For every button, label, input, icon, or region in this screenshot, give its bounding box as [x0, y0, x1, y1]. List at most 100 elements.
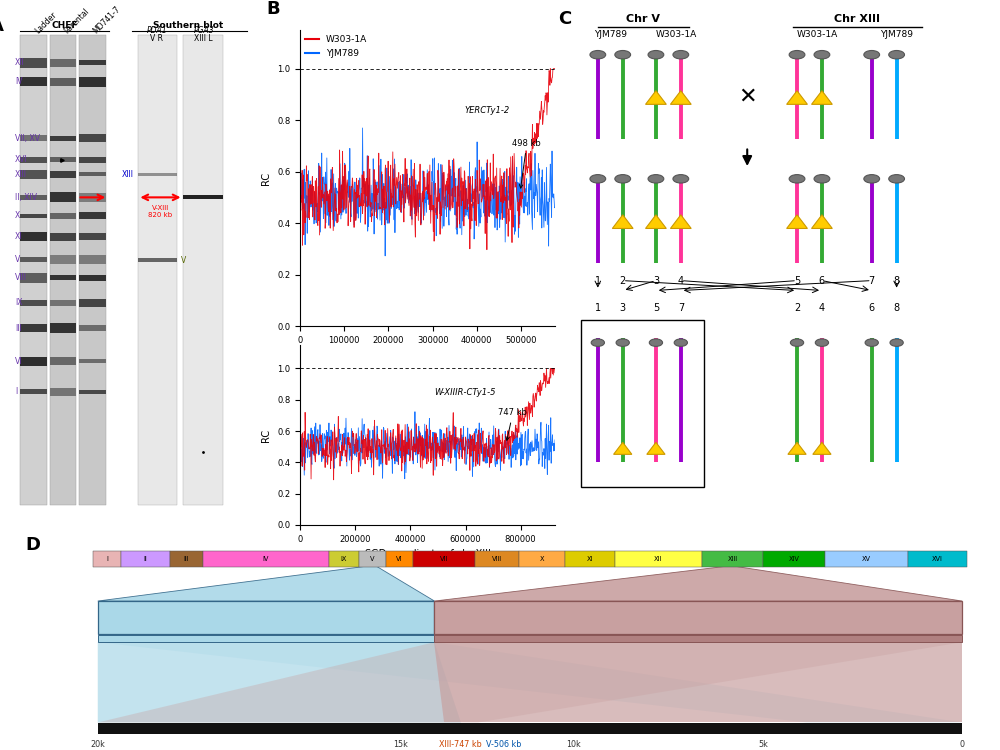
- Text: XI: XI: [15, 232, 23, 241]
- Ellipse shape: [789, 50, 805, 59]
- Bar: [50, 78, 76, 86]
- Bar: [475, 551, 519, 567]
- Bar: [20, 214, 47, 218]
- Bar: [20, 35, 47, 505]
- Text: I: I: [106, 556, 108, 562]
- Text: 2: 2: [620, 276, 626, 286]
- Text: III: III: [15, 323, 22, 332]
- Text: 8: 8: [894, 303, 900, 313]
- Bar: [581, 320, 704, 487]
- Text: B: B: [267, 1, 280, 19]
- Bar: [519, 551, 565, 567]
- Text: 0: 0: [960, 740, 965, 748]
- Text: 1: 1: [595, 276, 601, 286]
- Text: VI: VI: [15, 357, 23, 366]
- Text: MD741-7: MD741-7: [92, 4, 122, 35]
- Bar: [20, 257, 47, 262]
- Text: A: A: [0, 17, 3, 35]
- Bar: [98, 634, 434, 642]
- Bar: [20, 170, 47, 178]
- Bar: [50, 136, 76, 141]
- Bar: [79, 60, 106, 65]
- Bar: [50, 275, 76, 280]
- Ellipse shape: [814, 50, 830, 59]
- Bar: [79, 274, 106, 280]
- Ellipse shape: [789, 175, 805, 183]
- Bar: [183, 35, 223, 505]
- Text: XI: XI: [587, 556, 593, 562]
- Text: IX: IX: [15, 298, 23, 307]
- Text: XVI: XVI: [932, 556, 943, 562]
- Bar: [121, 551, 170, 567]
- Text: XVI: XVI: [15, 155, 28, 164]
- Polygon shape: [670, 91, 691, 104]
- Bar: [20, 77, 47, 86]
- Text: CHEF: CHEF: [52, 21, 78, 30]
- Text: ✕: ✕: [738, 87, 757, 107]
- Text: II, XIV: II, XIV: [15, 193, 37, 202]
- Ellipse shape: [648, 50, 664, 59]
- Text: 5: 5: [794, 276, 800, 286]
- Text: W303-1A: W303-1A: [656, 30, 697, 39]
- Bar: [138, 172, 177, 176]
- Text: C: C: [558, 10, 572, 28]
- Polygon shape: [812, 91, 832, 104]
- Text: I: I: [15, 387, 17, 396]
- Text: 6: 6: [819, 276, 825, 286]
- Bar: [183, 195, 223, 200]
- Text: 3: 3: [653, 276, 659, 286]
- Bar: [825, 551, 908, 567]
- Bar: [763, 551, 825, 567]
- Ellipse shape: [615, 175, 631, 183]
- Polygon shape: [812, 214, 832, 229]
- Text: V: V: [370, 556, 375, 562]
- Text: 5k: 5k: [758, 740, 768, 748]
- Bar: [20, 195, 47, 200]
- Bar: [79, 299, 106, 307]
- Bar: [565, 551, 615, 567]
- Bar: [434, 634, 962, 642]
- Bar: [386, 551, 413, 567]
- Ellipse shape: [673, 50, 689, 59]
- Ellipse shape: [673, 175, 689, 183]
- Ellipse shape: [616, 339, 629, 346]
- Text: Chr V: Chr V: [626, 14, 660, 25]
- Bar: [20, 357, 47, 366]
- Bar: [79, 76, 106, 87]
- X-axis label: SGD coordinate of chr V: SGD coordinate of chr V: [369, 350, 486, 361]
- Legend: W303-1A, YJM789: W303-1A, YJM789: [302, 32, 371, 62]
- Bar: [50, 171, 76, 178]
- Bar: [20, 300, 47, 306]
- Ellipse shape: [814, 175, 830, 183]
- Ellipse shape: [790, 339, 804, 346]
- Polygon shape: [98, 642, 962, 722]
- Bar: [329, 551, 359, 567]
- Ellipse shape: [889, 175, 905, 183]
- Bar: [98, 601, 434, 634]
- Text: 1: 1: [595, 303, 601, 313]
- Text: 4: 4: [819, 303, 825, 313]
- Text: XII: XII: [654, 556, 663, 562]
- Bar: [20, 157, 47, 163]
- Bar: [702, 551, 763, 567]
- Text: PGA3: PGA3: [193, 26, 214, 35]
- Polygon shape: [646, 91, 666, 104]
- Bar: [50, 193, 76, 202]
- Text: W303-1A: W303-1A: [797, 30, 838, 39]
- Bar: [79, 134, 106, 142]
- Text: XIII: XIII: [15, 170, 27, 178]
- Text: XIII L: XIII L: [194, 34, 213, 43]
- Bar: [138, 35, 177, 505]
- Bar: [79, 326, 106, 331]
- Text: D: D: [25, 536, 40, 554]
- Bar: [615, 551, 702, 567]
- Bar: [98, 724, 962, 734]
- Bar: [203, 551, 329, 567]
- Polygon shape: [670, 214, 691, 229]
- Text: 7: 7: [678, 303, 684, 313]
- Text: XIII: XIII: [727, 556, 738, 562]
- Text: VI: VI: [396, 556, 403, 562]
- Text: W-XIIIR-CTy1-5: W-XIIIR-CTy1-5: [434, 388, 496, 397]
- X-axis label: SGD coordinate of chr XIII: SGD coordinate of chr XIII: [365, 549, 490, 560]
- Text: 4: 4: [678, 276, 684, 286]
